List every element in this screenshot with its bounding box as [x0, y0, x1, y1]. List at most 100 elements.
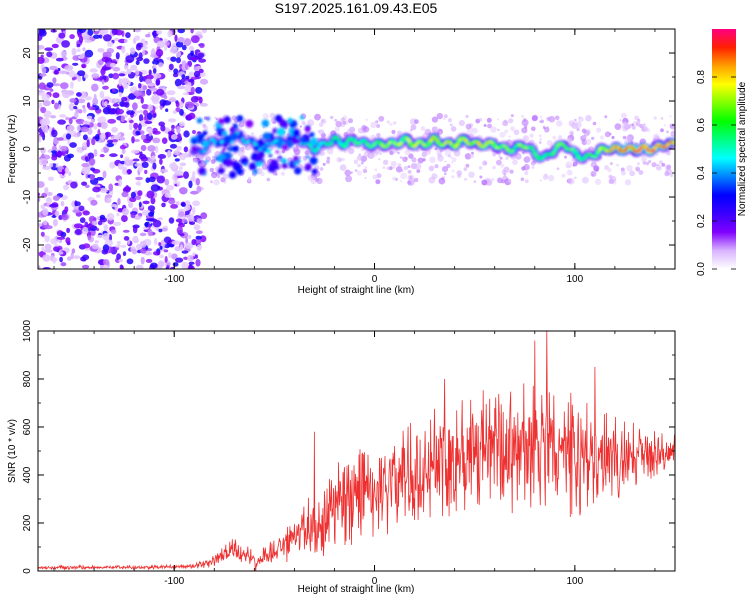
noise-blob	[585, 138, 592, 145]
colorbar-label: Normalized spectral amplitude	[737, 81, 748, 216]
noise-blob	[102, 265, 109, 269]
noise-blob	[140, 156, 148, 162]
noise-blob	[179, 187, 188, 195]
noise-blob	[158, 228, 163, 233]
ridge-blob	[448, 141, 453, 144]
noise-blob	[48, 126, 53, 133]
noise-blob	[500, 163, 505, 168]
noise-blob	[166, 262, 172, 266]
noise-blob	[604, 115, 608, 119]
noise-blob	[150, 184, 160, 192]
noise-blob	[372, 174, 378, 180]
noise-blob	[192, 170, 196, 179]
ridge-blob	[268, 153, 272, 158]
noise-blob	[111, 139, 119, 143]
noise-blob	[544, 127, 550, 133]
noise-blob	[539, 138, 542, 141]
ridge-blob	[281, 158, 287, 165]
noise-blob	[43, 220, 48, 226]
noise-blob	[116, 253, 121, 261]
colorbar-gradient	[712, 29, 736, 269]
noise-blob	[177, 36, 185, 43]
noise-blob	[539, 141, 542, 144]
noise-blob	[184, 39, 192, 45]
noise-blob	[444, 172, 447, 176]
noise-blob	[360, 147, 365, 152]
noise-blob	[161, 137, 168, 144]
noise-blob	[523, 156, 531, 163]
noise-blob	[335, 120, 342, 128]
noise-blob	[620, 112, 627, 119]
noise-blob	[76, 43, 81, 48]
ridge-blob	[230, 132, 239, 142]
noise-blob	[314, 113, 321, 121]
noise-blob	[614, 123, 622, 130]
ridge-blob	[432, 135, 437, 138]
noise-blob	[585, 115, 592, 122]
noise-blob	[469, 133, 474, 138]
noise-blob	[44, 235, 50, 243]
noise-blob	[185, 75, 190, 80]
noise-blob	[199, 78, 209, 85]
noise-blob	[453, 150, 461, 157]
noise-blob	[444, 114, 448, 119]
ridge-blob	[330, 139, 335, 142]
noise-blob	[66, 227, 71, 233]
ridge-blob	[463, 139, 468, 142]
noise-blob	[168, 252, 172, 259]
noise-blob	[539, 115, 543, 119]
noise-blob	[60, 262, 67, 267]
noise-blob	[152, 162, 157, 170]
noise-blob	[661, 163, 666, 167]
noise-blob	[41, 192, 48, 198]
noise-blob	[87, 235, 92, 241]
noise-blob	[198, 96, 203, 104]
noise-blob	[146, 88, 152, 96]
noise-blob	[149, 87, 158, 91]
noise-blob	[117, 132, 121, 137]
noise-blob	[159, 158, 163, 165]
noise-blob	[132, 248, 138, 255]
noise-blob	[609, 175, 617, 183]
noise-blob	[89, 68, 98, 73]
noise-blob	[46, 191, 53, 197]
noise-blob	[508, 179, 512, 183]
noise-blob	[78, 109, 83, 114]
noise-blob	[38, 223, 43, 227]
noise-blob	[86, 115, 93, 120]
noise-blob	[90, 199, 98, 206]
ridge-blob	[257, 142, 263, 147]
noise-blob	[139, 74, 144, 83]
noise-blob	[660, 128, 664, 133]
noise-blob	[59, 256, 63, 263]
noise-blob	[91, 243, 99, 250]
noise-blob	[117, 208, 122, 212]
noise-blob	[465, 123, 472, 130]
noise-blob	[181, 74, 186, 79]
noise-blob	[154, 145, 159, 154]
noise-blob	[635, 167, 640, 172]
noise-blob	[46, 51, 53, 58]
noise-blob	[450, 126, 457, 132]
noise-blob	[121, 148, 126, 154]
noise-blob	[192, 158, 198, 163]
noise-blob	[122, 251, 127, 257]
noise-blob	[202, 123, 207, 128]
noise-blob	[183, 171, 189, 179]
noise-blob	[641, 156, 647, 163]
noise-blob	[93, 30, 100, 35]
y-tick-label: 600	[22, 418, 33, 435]
y-tick-label: 0	[22, 146, 33, 152]
noise-blob	[247, 176, 252, 181]
noise-blob	[304, 150, 310, 156]
noise-blob	[389, 122, 393, 126]
noise-blob	[137, 166, 144, 172]
noise-blob	[147, 112, 153, 121]
noise-blob	[49, 163, 54, 168]
noise-blob	[73, 132, 81, 138]
noise-blob	[651, 162, 657, 168]
noise-blob	[397, 130, 402, 136]
noise-blob	[120, 154, 124, 159]
x-tick-label: 0	[372, 576, 378, 587]
